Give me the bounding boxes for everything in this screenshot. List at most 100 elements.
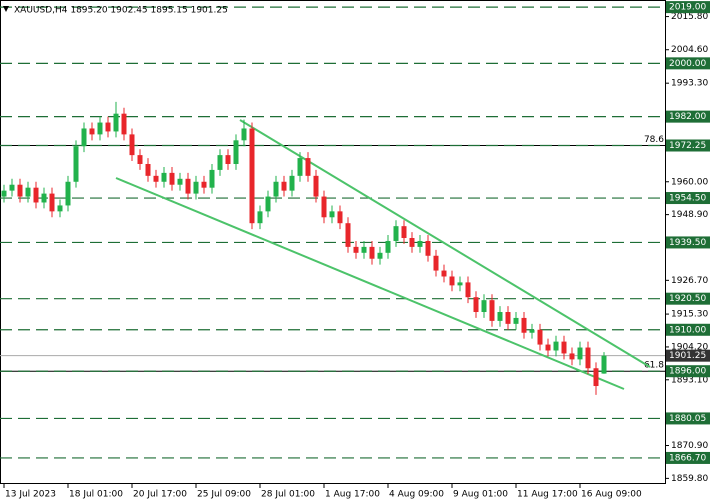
level-label: 1954.50 (669, 194, 706, 204)
x-tick-label: 13 Jul 2023 (5, 490, 56, 500)
candle-body (513, 317, 519, 324)
candle-body (465, 282, 471, 298)
candle-body (505, 312, 511, 324)
candle-body (185, 178, 191, 194)
candle-body (1, 190, 7, 197)
candle-body (17, 184, 23, 197)
candle-body (209, 169, 215, 188)
x-tick-label: 16 Aug 09:00 (581, 490, 642, 500)
candle-body (281, 181, 287, 191)
candle-body (441, 270, 447, 277)
level-label: 1920.50 (669, 294, 706, 304)
candle-body (585, 347, 591, 369)
x-tick-label: 9 Aug 01:00 (453, 490, 508, 500)
candle-body (577, 347, 583, 360)
candle-body (353, 246, 359, 253)
level-label: 1972.25 (669, 141, 706, 151)
candle-body (89, 128, 95, 135)
candle-body (361, 246, 367, 253)
candle-body (537, 329, 543, 345)
level-box (666, 57, 710, 70)
x-tick-label: 25 Jul 09:00 (197, 490, 251, 500)
y-tick-label: 2004.60 (671, 45, 708, 55)
candle-body (57, 205, 63, 212)
y-tick-label: 1859.80 (671, 474, 708, 484)
candle-body (153, 175, 159, 182)
level-label: 1866.70 (669, 453, 706, 463)
level-box (666, 192, 710, 205)
y-tick-label: 1904.20 (671, 342, 708, 352)
candle-body (329, 211, 335, 218)
candle-body (73, 146, 79, 182)
candle-body (233, 140, 239, 164)
y-tick-label: 1926.70 (671, 276, 708, 286)
candle-body (169, 172, 175, 185)
fib-label: 78.6 (644, 135, 664, 145)
candle-body (529, 329, 535, 333)
level-box (666, 451, 710, 464)
candle-body (121, 113, 127, 135)
x-tick-label: 11 Aug 17:00 (517, 490, 578, 500)
candle-body (313, 175, 319, 197)
level-label: 2019.00 (669, 3, 706, 13)
title-icon (3, 6, 9, 12)
candle-body (393, 226, 399, 241)
candle-body (81, 128, 87, 147)
candle-body (41, 193, 47, 203)
candle-body (337, 211, 343, 224)
candle-body (129, 134, 135, 156)
candle-body (569, 353, 575, 360)
y-tick-label: 1960.00 (671, 177, 708, 187)
price-label: 1901.25 (669, 351, 706, 361)
candle-body (177, 178, 183, 185)
candle-body (345, 223, 351, 247)
candle-body (377, 252, 383, 259)
candle-body (449, 276, 455, 286)
candle-body (473, 297, 479, 313)
candle-body (417, 240, 423, 247)
candle-body (65, 181, 71, 206)
level-box (666, 139, 710, 152)
candle-body (273, 181, 279, 197)
candle-body (97, 122, 103, 135)
y-tick-label: 1993.30 (671, 79, 708, 89)
level-box (666, 365, 710, 378)
channel-lower (115, 177, 625, 390)
candle-body (137, 155, 143, 164)
chart-title: XAUUSD,H4 1895.20 1902.45 1895.15 1901.2… (14, 6, 228, 16)
candle-body (321, 196, 327, 218)
candle-body (601, 355, 607, 374)
y-tick-label: 1915.30 (671, 310, 708, 320)
y-tick-label: 2015.80 (671, 12, 708, 22)
candle-body (265, 196, 271, 212)
candle-body (161, 172, 167, 182)
candle-body (241, 128, 247, 141)
candle-body (113, 113, 119, 132)
candle-body (201, 181, 207, 188)
level-box (666, 1, 710, 14)
x-tick-label: 4 Aug 09:00 (389, 490, 444, 500)
levels: 78.6 61.8 (0, 6, 665, 459)
y-tick-label: 1948.90 (671, 210, 708, 220)
candle-body (433, 255, 439, 271)
candle-body (25, 187, 31, 197)
candle-body (425, 240, 431, 256)
candle-body (297, 158, 303, 176)
candle-body (305, 158, 311, 176)
x-tick-label: 20 Jul 17:00 (133, 490, 187, 500)
candle-body (145, 163, 151, 176)
level-box (666, 412, 710, 425)
candle-body (497, 312, 503, 321)
level-label: 1939.50 (669, 238, 706, 248)
fib-label: 61.8 (644, 361, 664, 371)
level-label: 1982.00 (669, 112, 706, 122)
candle-body (489, 300, 495, 321)
y-tick-label: 1870.90 (671, 441, 708, 451)
candle-body (561, 341, 567, 354)
candle-body (49, 193, 55, 212)
candle-body (257, 211, 263, 224)
candle-body (249, 128, 255, 224)
axes: 2015.80 2004.60 1993.30 1960.00 1948.90 1926.… (3, 1, 710, 500)
candle-body (593, 368, 599, 387)
